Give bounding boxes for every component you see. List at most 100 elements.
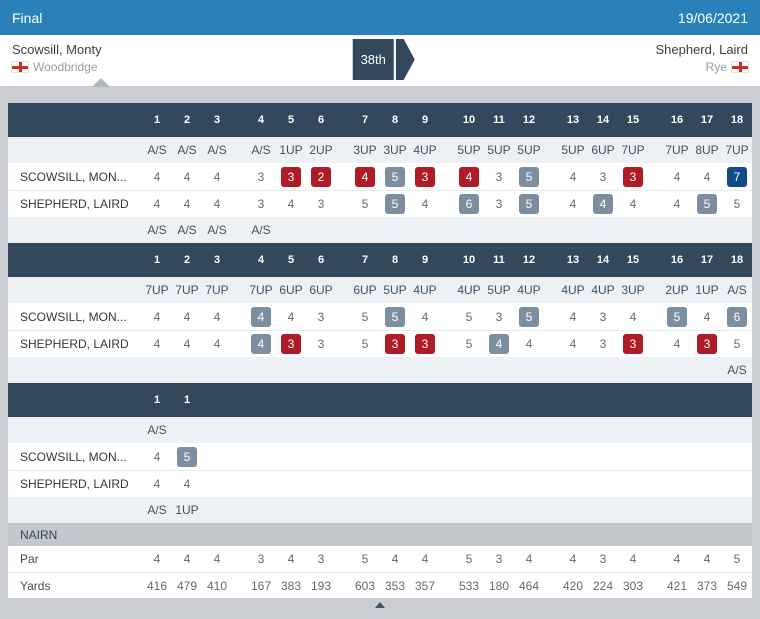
course-band: NAIRN bbox=[8, 523, 752, 546]
score-box: 2 bbox=[311, 166, 331, 187]
hole-number: 10 bbox=[462, 114, 476, 126]
score-box: 4 bbox=[251, 334, 271, 354]
value-cell: 224 bbox=[592, 578, 614, 593]
england-flag-icon bbox=[12, 62, 28, 72]
score-cell: 5 bbox=[380, 194, 410, 214]
score-cell: 4 bbox=[421, 309, 429, 324]
status-cell: A/S bbox=[177, 223, 197, 237]
score-cell: 5 bbox=[692, 194, 722, 214]
value-cell: 303 bbox=[622, 578, 644, 593]
score-box: 4 bbox=[251, 306, 271, 327]
score-cell: 4 bbox=[153, 477, 161, 491]
status-cell: A/S bbox=[147, 143, 167, 157]
value-cell: 5 bbox=[465, 552, 473, 566]
score-cell: 3 bbox=[276, 334, 306, 354]
score-box: 5 bbox=[697, 194, 717, 214]
player1-row-label: SCOWSILL, MON... bbox=[20, 169, 127, 184]
value-cell: 421 bbox=[666, 578, 688, 593]
scorecard: 1 2 3 4 5 6 7 8 9 10 11 12 13 14 15 16 17 18 A/S A/S A/S A/S 1… bbox=[8, 103, 752, 612]
hole-number: 18 bbox=[730, 254, 744, 266]
collapse-course-info-button[interactable] bbox=[8, 598, 752, 612]
status-cell: 5UP bbox=[457, 143, 481, 157]
score-cell: 7 bbox=[722, 166, 752, 187]
hole-number: 16 bbox=[670, 114, 684, 126]
value-cell: 464 bbox=[518, 578, 540, 593]
score-cell: 3 bbox=[257, 197, 265, 211]
yards-row-label: Yards bbox=[20, 578, 51, 593]
status-cell: 7UP bbox=[249, 283, 273, 297]
score-cell: 5 bbox=[361, 337, 369, 351]
score-cell: 4 bbox=[703, 309, 711, 324]
score-cell: 5 bbox=[361, 197, 369, 211]
status-cell: A/S bbox=[147, 423, 167, 437]
status-cell: 6UP bbox=[353, 283, 377, 297]
round-title: Final bbox=[12, 9, 43, 26]
score-box: 5 bbox=[177, 446, 197, 467]
status-cell: 5UP bbox=[383, 283, 407, 297]
player1-name: Scowsill, Monty bbox=[12, 42, 102, 57]
value-cell: 533 bbox=[458, 578, 480, 593]
score-box: 5 bbox=[667, 306, 687, 327]
score-cell: 4 bbox=[703, 169, 711, 184]
player2-row-label: SHEPHERD, LAIRD bbox=[20, 197, 129, 211]
score-box: 7 bbox=[727, 166, 747, 187]
score-cell: 5 bbox=[380, 166, 410, 187]
row-holes: 1 2 3 4 5 6 7 8 9 10 11 12 13 14 15 16 17 18 bbox=[8, 103, 752, 137]
score-box: 5 bbox=[519, 194, 539, 214]
score-box: 6 bbox=[727, 306, 747, 327]
score-cell: 4 bbox=[183, 337, 191, 351]
hole-number: 1 bbox=[153, 254, 161, 266]
collapse-arrow-icon bbox=[375, 602, 385, 608]
hole-number: 13 bbox=[566, 114, 580, 126]
score-box: 4 bbox=[593, 194, 613, 214]
hole-number: 17 bbox=[700, 254, 714, 266]
row-status: A/S A/S A/S A/S bbox=[8, 217, 752, 243]
england-flag-icon bbox=[732, 62, 748, 72]
score-cell: 4 bbox=[213, 197, 221, 211]
score-cell: 4 bbox=[673, 197, 681, 211]
status-cell: A/S bbox=[251, 143, 271, 157]
row-status: A/S bbox=[8, 417, 752, 443]
value-cell: 4 bbox=[421, 552, 429, 566]
value-cell: 167 bbox=[250, 578, 272, 593]
value-cell: 4 bbox=[703, 552, 711, 566]
score-cell: 4 bbox=[183, 169, 191, 184]
score-cell: 4 bbox=[569, 169, 577, 184]
row-course: Par 4 4 4 3 4 3 5 4 4 5 3 4 4 3 4 4 4 5 bbox=[8, 546, 752, 572]
hole-number: 16 bbox=[670, 254, 684, 266]
status-cell: 7UP bbox=[175, 283, 199, 297]
score-cell: 5 bbox=[380, 306, 410, 327]
match-result: 38th bbox=[352, 39, 415, 80]
value-cell: 4 bbox=[629, 552, 637, 566]
status-cell: A/S bbox=[251, 223, 271, 237]
player1-row-label: SCOWSILL, MON... bbox=[20, 449, 127, 464]
score-cell: 5 bbox=[514, 306, 544, 327]
score-cell: 5 bbox=[514, 166, 544, 187]
score-cell: 4 bbox=[213, 309, 221, 324]
value-cell: 4 bbox=[153, 552, 161, 566]
row-player: SCOWSILL, MON... 4 4 4 3 3 2 4 5 3 4 3 5 4 3 3 4 4 7 bbox=[8, 163, 752, 190]
status-cell: 1UP bbox=[279, 143, 303, 157]
value-cell: 416 bbox=[146, 578, 168, 593]
status-cell: 5UP bbox=[487, 283, 511, 297]
score-cell: 5 bbox=[361, 309, 369, 324]
player2-row-label: SHEPHERD, LAIRD bbox=[20, 337, 129, 351]
status-cell: 7UP bbox=[621, 143, 645, 157]
value-cell: 4 bbox=[525, 552, 533, 566]
hole-number: 8 bbox=[391, 254, 399, 266]
selected-player-caret-icon bbox=[92, 78, 110, 87]
score-box: 3 bbox=[623, 166, 643, 187]
score-cell: 5 bbox=[733, 197, 741, 211]
score-box: 5 bbox=[519, 306, 539, 327]
player1-panel: Scowsill, Monty Woodbridge bbox=[12, 42, 102, 74]
score-cell: 4 bbox=[153, 197, 161, 211]
value-cell: 4 bbox=[391, 552, 399, 566]
value-cell: 603 bbox=[354, 578, 376, 593]
value-cell: 410 bbox=[206, 578, 228, 593]
score-cell: 3 bbox=[692, 334, 722, 354]
hole-number: 14 bbox=[596, 254, 610, 266]
value-cell: 4 bbox=[673, 552, 681, 566]
status-cell: 1UP bbox=[695, 283, 719, 297]
hole-number: 5 bbox=[287, 114, 295, 126]
hole-number: 15 bbox=[626, 114, 640, 126]
